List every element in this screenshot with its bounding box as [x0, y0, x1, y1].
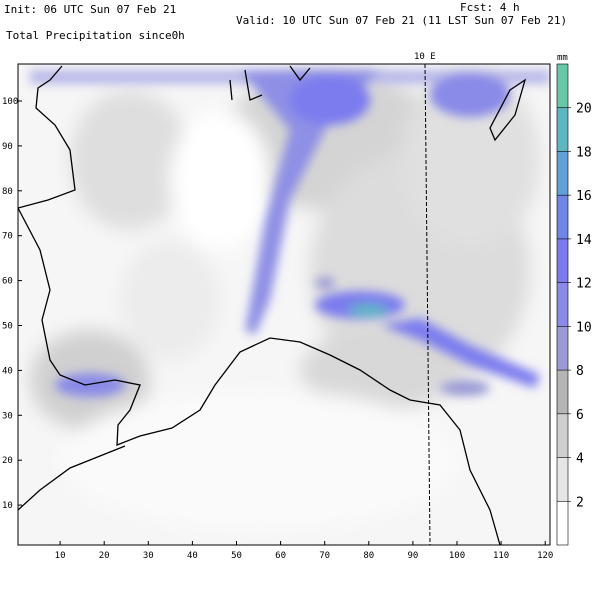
y-tick-label: 100: [2, 97, 18, 107]
field-name: Total Precipitation since0h: [6, 29, 185, 42]
y-tick-label: 10: [2, 501, 13, 511]
y-tick-label: 20: [2, 456, 13, 466]
y-tick-label: 90: [2, 142, 13, 152]
colorbar-swatch: [557, 370, 568, 414]
init-time: Init: 06 UTC Sun 07 Feb 21: [4, 3, 176, 16]
colorbar-swatch: [557, 282, 568, 327]
x-tick-label: 50: [231, 551, 242, 561]
y-tick-label: 80: [2, 187, 13, 197]
map-frame: [17, 63, 551, 546]
x-tick-label: 10: [55, 551, 66, 561]
colorbar-tick-label: 16: [576, 189, 592, 204]
colorbar-tick-label: 12: [576, 277, 592, 292]
colorbar-swatch: [557, 413, 568, 458]
colorbar-tick-label: 6: [576, 408, 584, 423]
colorbar-tick-label: 2: [576, 495, 584, 510]
y-tick-label: 70: [2, 232, 13, 242]
colorbar-tick-label: 10: [576, 320, 592, 335]
colorbar-swatch: [557, 195, 568, 239]
x-tick-label: 20: [99, 551, 110, 561]
y-tick-label: 60: [2, 277, 13, 287]
x-tick-label: 90: [407, 551, 418, 561]
colorbar-swatch: [557, 151, 568, 196]
y-tick-label: 40: [2, 366, 13, 376]
colorbar-unit: mm: [557, 53, 568, 63]
colorbar-swatch: [557, 64, 568, 108]
colorbar-tick-label: 4: [576, 452, 584, 467]
precip-field: [18, 64, 550, 545]
colorbar-swatch: [557, 457, 568, 502]
colorbar: 2 4 6 8 10 12 14 16 18 20: [556, 63, 592, 546]
meridian-label: 10 E: [414, 52, 436, 62]
valid-time: Valid: 10 UTC Sun 07 Feb 21 (11 LST Sun …: [236, 14, 567, 27]
x-tick-label: 40: [187, 551, 198, 561]
x-tick-label: 120: [537, 551, 553, 561]
colorbar-swatch: [557, 501, 568, 545]
x-tick-label: 110: [493, 551, 509, 561]
x-tick-label: 100: [449, 551, 465, 561]
y-tick-label: 50: [2, 322, 13, 332]
x-tick-label: 70: [319, 551, 330, 561]
colorbar-frame: [556, 63, 569, 546]
colorbar-tick-label: 8: [576, 364, 584, 379]
axes: 10 20 30 40 50 60 70 80 90 100 110 120 10 20 30 40 50 60 7…: [2, 97, 553, 561]
forecast-hour: Fcst: 4 h: [460, 1, 520, 14]
colorbar-tick-label: 18: [576, 145, 592, 160]
x-tick-label: 80: [363, 551, 374, 561]
colorbar-tick-label: 20: [576, 102, 592, 117]
x-tick-label: 30: [143, 551, 154, 561]
colorbar-swatch: [557, 326, 568, 371]
colorbar-swatch: [557, 107, 568, 152]
y-tick-label: 30: [2, 411, 13, 421]
colorbar-tick-label: 14: [576, 233, 592, 248]
x-tick-label: 60: [275, 551, 286, 561]
colorbar-swatch: [557, 238, 568, 283]
